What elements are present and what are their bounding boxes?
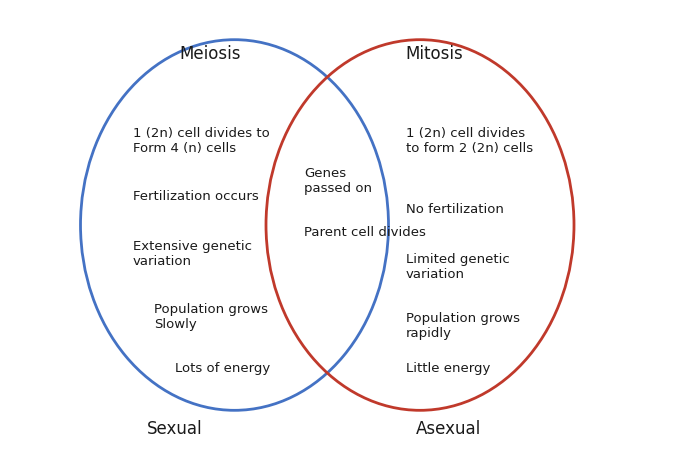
- Text: 1 (2n) cell divides to
Form 4 (n) cells: 1 (2n) cell divides to Form 4 (n) cells: [133, 126, 270, 154]
- Text: Population grows
Slowly: Population grows Slowly: [154, 302, 268, 330]
- Text: Population grows
rapidly: Population grows rapidly: [406, 311, 520, 339]
- Text: 1 (2n) cell divides
to form 2 (2n) cells: 1 (2n) cell divides to form 2 (2n) cells: [406, 126, 533, 154]
- Text: Genes
passed on: Genes passed on: [304, 167, 372, 195]
- Text: Lots of energy: Lots of energy: [175, 361, 270, 374]
- Text: Asexual: Asexual: [415, 419, 481, 437]
- Text: Sexual: Sexual: [147, 419, 203, 437]
- Text: Meiosis: Meiosis: [179, 45, 241, 63]
- Text: Mitosis: Mitosis: [405, 45, 463, 63]
- Text: No fertilization: No fertilization: [406, 203, 504, 216]
- Text: Limited genetic
variation: Limited genetic variation: [406, 253, 510, 281]
- Text: Parent cell divides: Parent cell divides: [304, 226, 426, 239]
- Text: Fertilization occurs: Fertilization occurs: [133, 189, 259, 202]
- Text: Extensive genetic
variation: Extensive genetic variation: [133, 239, 252, 267]
- Text: Little energy: Little energy: [406, 361, 491, 374]
